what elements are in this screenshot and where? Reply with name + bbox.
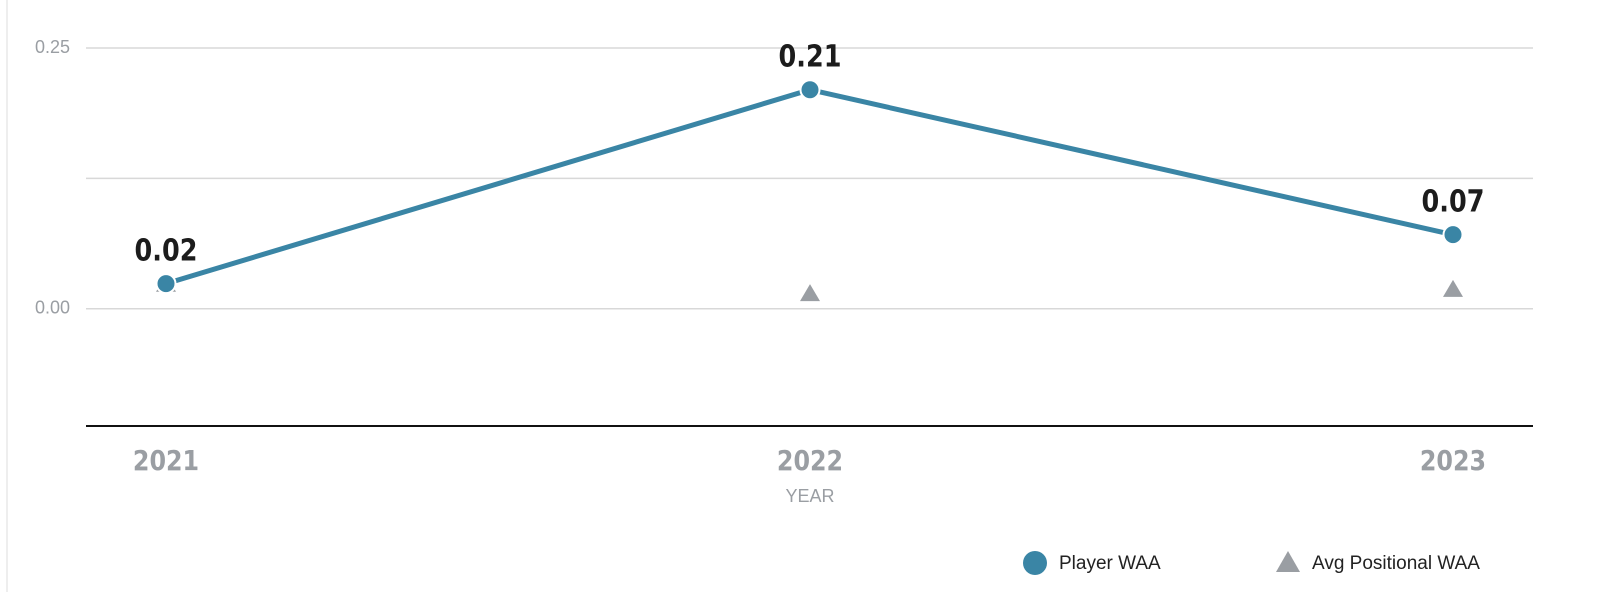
- legend-label: Avg Positional WAA: [1312, 553, 1480, 574]
- data-label: 0.07: [1422, 183, 1485, 219]
- triangle-marker: [800, 284, 820, 302]
- x-tick-label: 2023: [1420, 445, 1486, 477]
- series-line: [165, 87, 1454, 287]
- x-axis-label: YEAR: [785, 486, 834, 506]
- point: [799, 79, 821, 101]
- point: [1442, 224, 1464, 246]
- y-tick-label: 0.00: [35, 297, 70, 317]
- x-tick-label: 2021: [133, 445, 199, 477]
- legend-marker: [1023, 551, 1047, 575]
- point: [155, 273, 177, 295]
- x-tick-label: 2022: [777, 445, 843, 477]
- y-tick-label: 0.25: [35, 37, 70, 57]
- legend-label: Player WAA: [1059, 553, 1161, 574]
- legend-marker: [1276, 551, 1300, 572]
- data-label: 0.02: [135, 232, 198, 268]
- data-label: 0.21: [779, 38, 842, 74]
- triangle-marker: [1443, 279, 1463, 297]
